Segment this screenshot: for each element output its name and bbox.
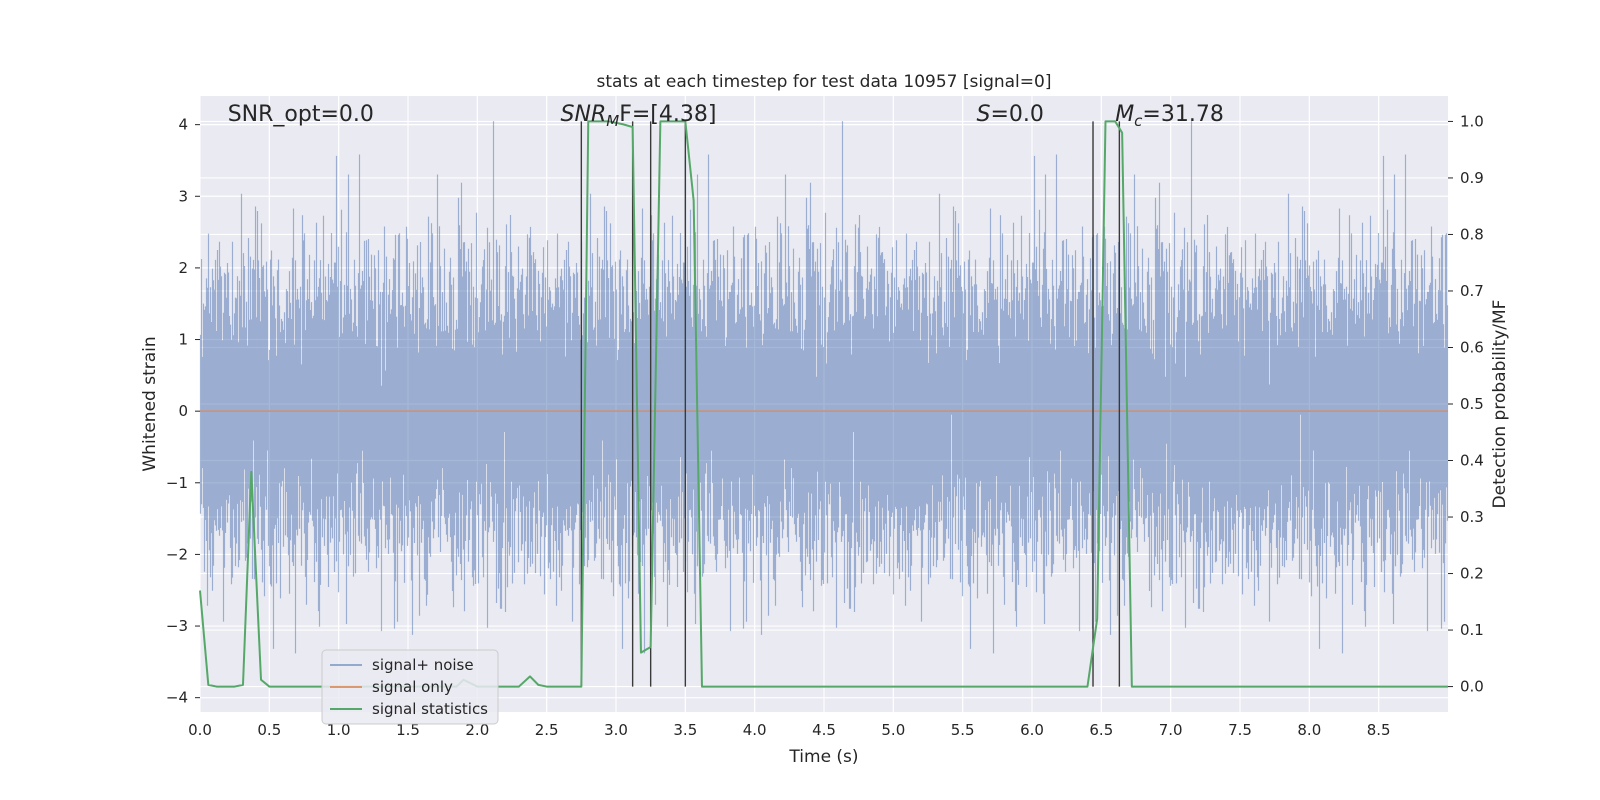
legend-label-statistics: signal statistics: [372, 700, 488, 718]
y2-tick-label: 0.8: [1460, 225, 1484, 243]
x-tick-label: 7.5: [1228, 721, 1252, 739]
y-tick-label: −3: [166, 617, 188, 635]
x-tick-label: 8.0: [1297, 721, 1321, 739]
x-tick-label: 6.0: [1020, 721, 1044, 739]
annotations: SNR_opt=0.0 SNRMF=[4.38] S=0.0 Mc=31.78: [228, 102, 1224, 130]
legend-box: [321, 649, 499, 725]
y-tick-labels: −4 −3 −2 −1 0 1 2 3 4: [166, 116, 200, 707]
x-tick-label: 1.5: [396, 721, 420, 739]
y2-tick-label: 0.9: [1460, 169, 1484, 187]
legend-label-signal: signal only: [372, 678, 453, 696]
y2-tick-label: 1.0: [1460, 112, 1484, 130]
y-tick-label: 1: [178, 331, 188, 349]
x-tick-label: 4.0: [743, 721, 767, 739]
y-tick-label: −1: [166, 474, 188, 492]
y-tick-label: 0: [178, 402, 188, 420]
y2-tick-label: 0.1: [1460, 621, 1484, 639]
y-tick-label: −4: [166, 689, 188, 707]
y2-tick-label: 0.2: [1460, 565, 1484, 583]
legend-label-noise: signal+ noise: [372, 656, 474, 674]
x-tick-label: 7.0: [1159, 721, 1183, 739]
x-tick-label: 3.5: [673, 721, 697, 739]
y2-tick-label: 0.0: [1460, 678, 1484, 696]
y2-tick-labels: 0.0 0.1 0.2 0.3 0.4 0.5 0.6 0.7 0.8 0.9 1.0: [1448, 112, 1484, 696]
x-axis-label: Time (s): [788, 747, 858, 767]
chart-title: stats at each timestep for test data 109…: [597, 72, 1052, 92]
x-tick-label: 8.5: [1367, 721, 1391, 739]
y-tick-label: 3: [178, 187, 188, 205]
x-tick-label: 0.0: [188, 721, 212, 739]
y2-axis-label: Detection probability/MF: [1490, 300, 1510, 509]
x-tick-label: 4.5: [812, 721, 836, 739]
y-axis-label: Whitened strain: [140, 336, 160, 471]
annotation-snr_opt: SNR_opt=0.0: [228, 102, 374, 127]
x-tick-label: 2.5: [535, 721, 559, 739]
annotation-snr_mf: SNRMF=[4.38]: [561, 102, 717, 130]
x-tick-label: 2.0: [465, 721, 489, 739]
annotation-mc: Mc=31.78: [1115, 102, 1224, 130]
legend: signal+ noise signal only signal statist…: [321, 649, 499, 725]
x-tick-labels: 0.0 0.5 1.0 1.5 2.0 2.5 3.0 3.5 4.0 4.5 5.0 5.5 6.0 6…: [188, 721, 1391, 739]
signal-noise-series: [199, 121, 1449, 654]
x-tick-label: 1.0: [327, 721, 351, 739]
y2-tick-label: 0.3: [1460, 508, 1484, 526]
y2-tick-label: 0.5: [1460, 395, 1484, 413]
x-tick-label: 0.5: [257, 721, 281, 739]
y-tick-label: −2: [166, 545, 188, 563]
y-tick-label: 2: [178, 259, 188, 277]
annotation-s: S=0.0: [977, 102, 1044, 127]
x-tick-label: 6.5: [1089, 721, 1113, 739]
y2-tick-label: 0.4: [1460, 452, 1484, 470]
x-tick-label: 3.0: [604, 721, 628, 739]
y-tick-label: 4: [178, 116, 188, 134]
noise-trace: [199, 121, 1449, 654]
x-tick-label: 5.5: [951, 721, 975, 739]
x-tick-label: 5.0: [881, 721, 905, 739]
y2-tick-label: 0.6: [1460, 338, 1484, 356]
vertical-markers: [580, 121, 1121, 687]
y2-tick-label: 0.7: [1460, 282, 1484, 300]
